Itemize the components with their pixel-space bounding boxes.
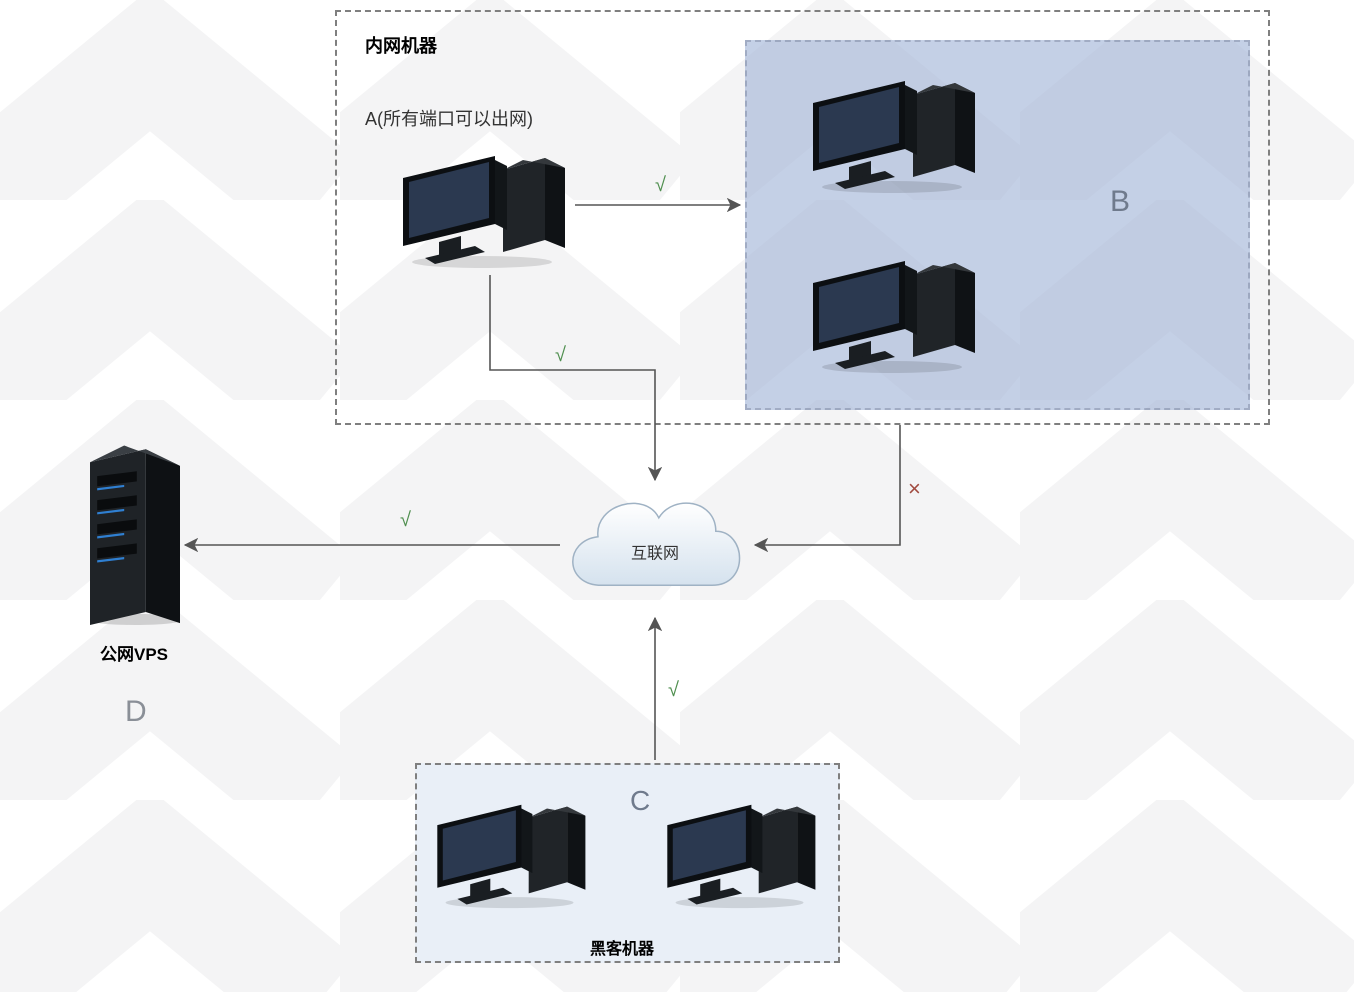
edge-B_to_cloud	[755, 425, 900, 545]
node-server	[90, 440, 180, 625]
node-pc-c2	[660, 790, 820, 910]
node-pc-b1	[805, 65, 980, 195]
node-server-letter: D	[125, 695, 147, 729]
node-pc-c1	[430, 790, 590, 910]
group-b-label: B	[1110, 185, 1130, 219]
diagram-stage: 内网机器 B 黑客机器 C √√×√√ A(所有端口可以出网)	[0, 0, 1354, 992]
edge-mark-C_to_cloud: √	[668, 679, 679, 701]
node-pc-a-caption: A(所有端口可以出网)	[365, 105, 533, 131]
edge-mark-B_to_cloud: ×	[908, 476, 921, 501]
node-pc-a	[395, 140, 570, 270]
group-hacker-letter: C	[630, 785, 650, 817]
node-cloud: 互联网	[560, 480, 750, 615]
node-server-caption: 公网VPS	[100, 640, 168, 665]
node-pc-b2	[805, 245, 980, 375]
group-intranet-title: 内网机器	[365, 32, 437, 58]
svg-text:互联网: 互联网	[631, 544, 679, 562]
edge-mark-cloud_to_server: √	[400, 509, 411, 531]
group-hacker-title: 黑客机器	[590, 935, 654, 959]
